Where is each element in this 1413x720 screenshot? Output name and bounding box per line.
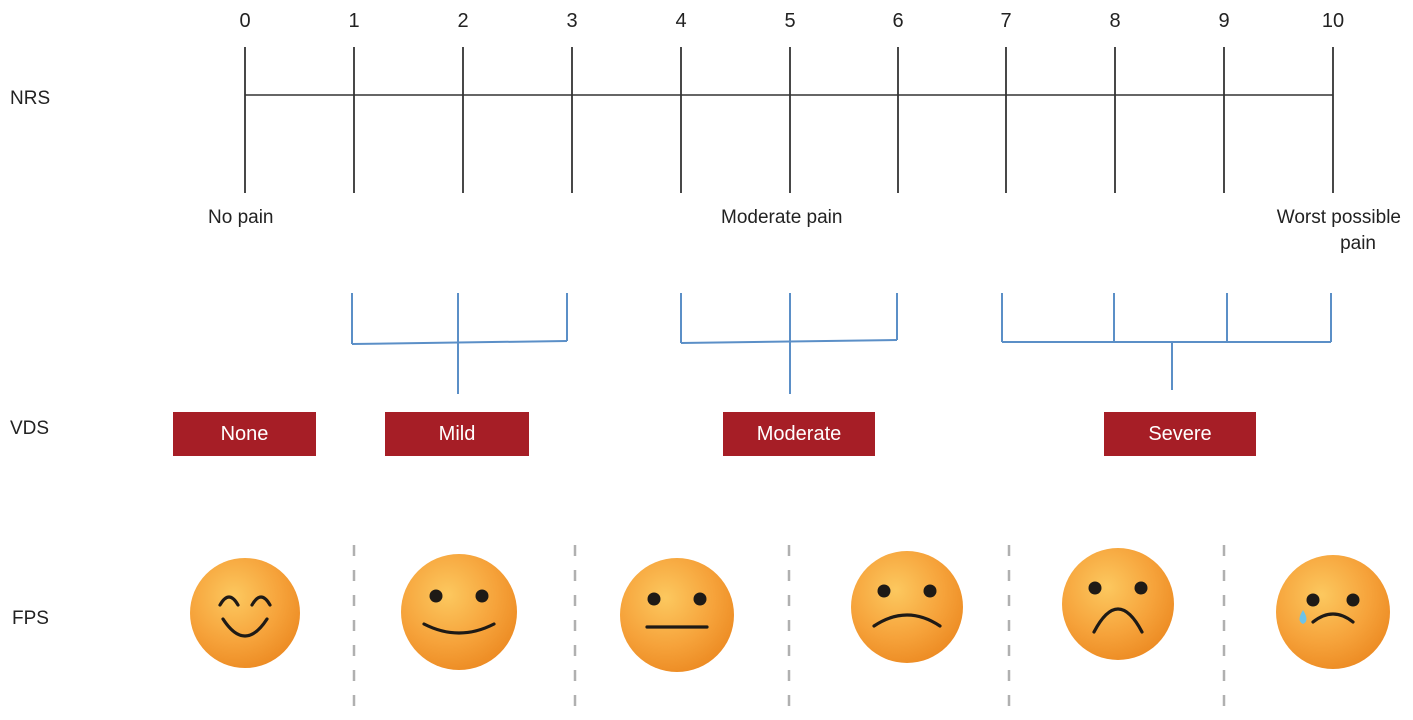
vds-row-label: VDS bbox=[10, 418, 50, 439]
vds-box-none: None bbox=[173, 412, 316, 456]
nrs-anchor-no-pain: No pain bbox=[208, 207, 274, 228]
face-smiling-closed-eyes-icon bbox=[190, 558, 300, 668]
face-neutral-icon bbox=[620, 558, 734, 672]
eye-left bbox=[877, 584, 891, 598]
vds-label-none: None bbox=[220, 422, 269, 445]
nrs-number-0: 0 bbox=[239, 10, 251, 32]
vds-label-mild: Mild bbox=[438, 422, 476, 445]
eye-right bbox=[250, 595, 272, 607]
moderate-bracket-bar bbox=[680, 339, 898, 344]
eye-left bbox=[1088, 581, 1102, 595]
eye-left bbox=[429, 589, 443, 603]
mouth bbox=[1092, 607, 1144, 634]
face-circle bbox=[1062, 548, 1174, 660]
nrs-number-3: 3 bbox=[566, 10, 578, 32]
fps-row-label: FPS bbox=[12, 608, 49, 629]
eye-right bbox=[923, 584, 937, 598]
vds-box-severe: Severe bbox=[1104, 412, 1256, 456]
vds-box-moderate: Moderate bbox=[723, 412, 875, 456]
fps-dividers bbox=[352, 545, 1226, 708]
mouth bbox=[1311, 612, 1355, 624]
nrs-row-label: NRS bbox=[10, 88, 51, 109]
face-frown-icon bbox=[1062, 548, 1174, 660]
fps-faces bbox=[190, 548, 1390, 672]
eye-right bbox=[475, 589, 489, 603]
nrs-scale bbox=[244, 47, 1334, 193]
nrs-number-10: 10 bbox=[1321, 10, 1345, 32]
eye-left bbox=[218, 595, 240, 607]
face-circle bbox=[190, 558, 300, 668]
nrs-number-4: 4 bbox=[675, 10, 687, 32]
nrs-number-9: 9 bbox=[1218, 10, 1230, 32]
tear-drop-icon bbox=[1299, 610, 1307, 624]
nrs-number-5: 5 bbox=[784, 10, 796, 32]
eye-right bbox=[693, 592, 707, 606]
mild-bracket-bar bbox=[351, 340, 568, 345]
face-circle bbox=[401, 554, 517, 670]
face-smile-icon bbox=[401, 554, 517, 670]
vds-brackets bbox=[351, 293, 1332, 394]
eye-right bbox=[1134, 581, 1148, 595]
nrs-anchor-worst-line2: pain bbox=[1340, 233, 1376, 254]
face-circle bbox=[1276, 555, 1390, 669]
vds-label-severe: Severe bbox=[1148, 422, 1212, 445]
nrs-number-2: 2 bbox=[457, 10, 469, 32]
mouth bbox=[422, 622, 496, 635]
vds-box-mild: Mild bbox=[385, 412, 529, 456]
nrs-anchor-moderate-pain: Moderate pain bbox=[721, 207, 843, 228]
eye-left bbox=[647, 592, 661, 606]
nrs-anchor-worst-line1: Worst possible bbox=[1276, 207, 1401, 228]
face-crying-icon bbox=[1276, 555, 1390, 669]
mouth bbox=[872, 613, 942, 628]
nrs-anchor-worst-pain: Worst possible pain bbox=[1241, 205, 1401, 257]
nrs-number-8: 8 bbox=[1109, 10, 1121, 32]
face-circle bbox=[851, 551, 963, 663]
face-slight-frown-icon bbox=[851, 551, 963, 663]
nrs-number-1: 1 bbox=[348, 10, 360, 32]
vds-label-moderate: Moderate bbox=[756, 422, 842, 445]
nrs-number-7: 7 bbox=[1000, 10, 1012, 32]
nrs-number-6: 6 bbox=[892, 10, 904, 32]
face-circle bbox=[620, 558, 734, 672]
eye-right bbox=[1346, 593, 1360, 607]
mouth bbox=[221, 617, 269, 638]
eye-left bbox=[1306, 593, 1320, 607]
